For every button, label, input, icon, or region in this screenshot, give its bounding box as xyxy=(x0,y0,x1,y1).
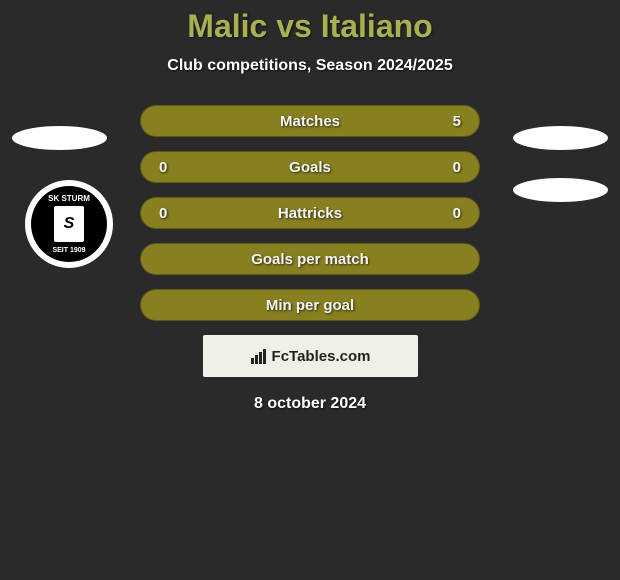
club-badge: SK STURM S SEIT 1909 xyxy=(25,180,113,268)
stat-label: Goals per match xyxy=(251,251,369,268)
right-player-placeholder-1 xyxy=(513,126,608,150)
subtitle: Club competitions, Season 2024/2025 xyxy=(0,57,620,75)
stat-row-matches: Matches 5 xyxy=(140,105,480,137)
badge-center-letter: S xyxy=(54,206,84,242)
stat-left-value: 0 xyxy=(159,205,179,222)
stat-right-value: 5 xyxy=(441,113,461,130)
stat-label: Hattricks xyxy=(278,205,342,222)
footer-brand-label: FcTables.com xyxy=(272,348,371,365)
bars-icon xyxy=(250,348,268,364)
stat-right-value: 0 xyxy=(441,159,461,176)
right-player-placeholder-2 xyxy=(513,178,608,202)
badge-text-bottom: SEIT 1909 xyxy=(52,247,85,254)
stat-row-min-per-goal: Min per goal xyxy=(140,289,480,321)
footer-brand-text: FcTables.com xyxy=(250,348,371,365)
stat-label: Min per goal xyxy=(266,297,354,314)
stat-row-goals-per-match: Goals per match xyxy=(140,243,480,275)
stat-row-hattricks: 0 Hattricks 0 xyxy=(140,197,480,229)
footer-date: 8 october 2024 xyxy=(0,395,620,413)
stat-label: Goals xyxy=(289,159,331,176)
stat-label: Matches xyxy=(280,113,340,130)
stat-left-value: 0 xyxy=(159,159,179,176)
left-player-placeholder xyxy=(12,126,107,150)
badge-text-top: SK STURM xyxy=(48,194,90,203)
page-title: Malic vs Italiano xyxy=(0,0,620,45)
club-badge-inner: SK STURM S SEIT 1909 xyxy=(31,186,107,262)
stat-row-goals: 0 Goals 0 xyxy=(140,151,480,183)
stat-right-value: 0 xyxy=(441,205,461,222)
footer-brand-box[interactable]: FcTables.com xyxy=(203,335,418,377)
